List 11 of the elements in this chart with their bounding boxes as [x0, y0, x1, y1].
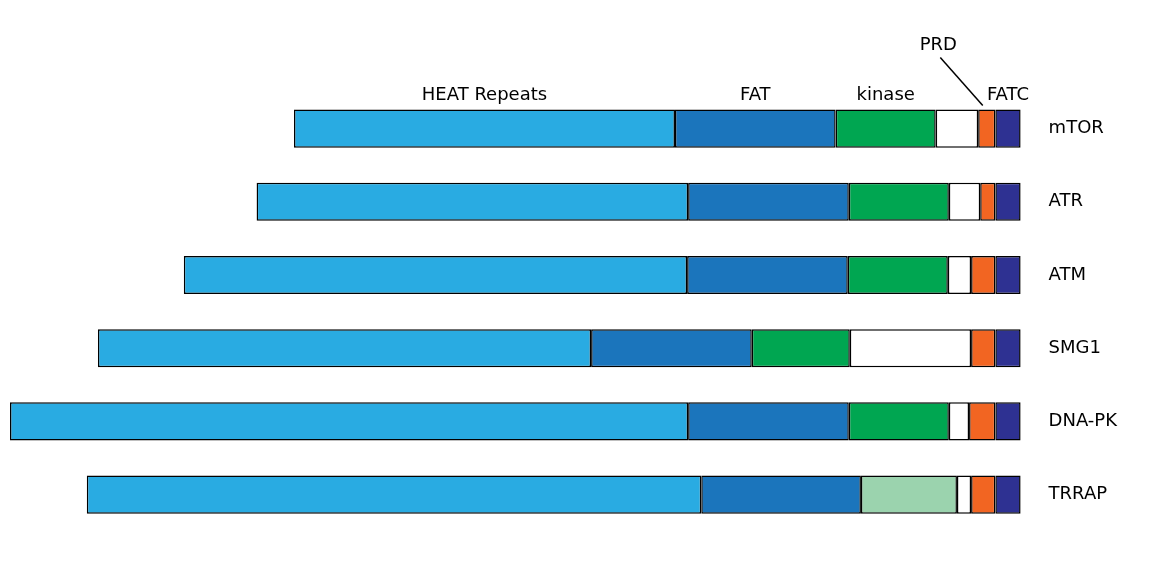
y-tick-label: mTOR	[1048, 116, 1104, 138]
text: PRD	[919, 32, 957, 54]
y-tick-label: SMG1	[1048, 335, 1101, 357]
series-label: FATC	[986, 82, 1030, 104]
series-label: kinase	[856, 82, 915, 104]
y-tick-label: TRRAP	[1047, 482, 1108, 504]
series-label: FAT	[740, 82, 772, 104]
series-label: HEAT Repeats	[421, 82, 548, 104]
y-tick-label: ATR	[1048, 189, 1084, 211]
y-tick-label: DNA-PK	[1048, 409, 1119, 431]
y-tick-label: ATM	[1048, 262, 1087, 284]
